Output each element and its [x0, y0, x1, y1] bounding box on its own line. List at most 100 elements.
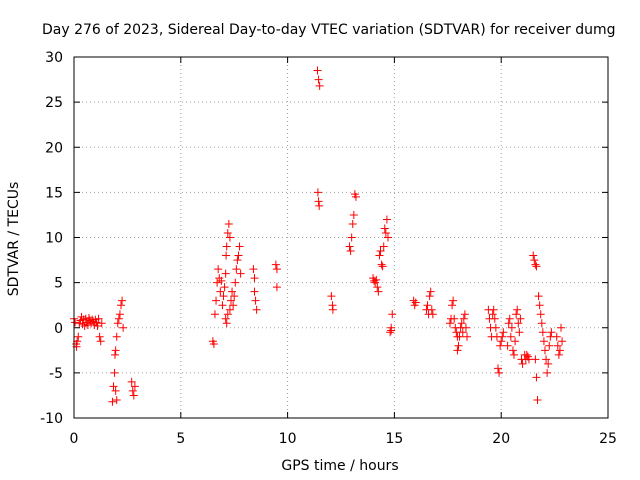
data-point — [445, 319, 454, 328]
data-point — [112, 395, 121, 404]
x-tick-label: 5 — [176, 431, 185, 447]
data-point — [529, 251, 538, 260]
data-point — [251, 296, 260, 305]
data-point — [213, 278, 222, 287]
data-point — [545, 341, 554, 350]
data-point — [493, 364, 502, 373]
axis-ticks — [73, 56, 609, 419]
data-point — [219, 292, 228, 301]
y-tick-label: 5 — [54, 276, 63, 292]
data-point — [348, 219, 357, 228]
x-axis-label: GPS time / hours — [281, 458, 398, 474]
data-point — [230, 292, 239, 301]
data-point — [232, 265, 241, 274]
data-point — [542, 355, 551, 364]
data-point — [221, 314, 230, 323]
data-point — [220, 283, 229, 292]
data-point — [460, 310, 469, 319]
data-point — [491, 323, 500, 332]
data-point — [503, 341, 512, 350]
data-point — [92, 318, 101, 327]
data-point — [114, 314, 123, 323]
grid-lines — [74, 57, 608, 418]
data-point — [555, 346, 564, 355]
data-point — [119, 323, 128, 332]
data-point — [374, 287, 383, 296]
data-point — [558, 337, 567, 346]
data-point — [381, 228, 390, 237]
data-point — [557, 323, 566, 332]
data-point — [111, 386, 120, 395]
data-point — [461, 323, 470, 332]
data-point — [223, 310, 232, 319]
data-point — [130, 382, 139, 391]
data-point — [80, 321, 89, 330]
data-point — [129, 391, 138, 400]
data-point — [250, 274, 259, 283]
data-point — [71, 318, 80, 327]
data-point — [518, 359, 527, 368]
data-point — [378, 262, 387, 271]
x-tick-label: 20 — [492, 431, 510, 447]
data-point — [127, 377, 136, 386]
data-point — [387, 326, 396, 335]
data-point — [228, 287, 237, 296]
data-point — [315, 81, 324, 90]
data-point — [87, 319, 96, 328]
data-point — [505, 314, 514, 323]
data-point — [547, 328, 556, 337]
data-point — [328, 305, 337, 314]
data-point — [217, 276, 226, 285]
data-point — [376, 247, 385, 256]
x-tick-labels: 0 5 10 15 20 25 — [70, 431, 617, 447]
y-tick-labels: -10 -5 0 5 10 15 20 25 30 — [40, 50, 63, 427]
data-point — [115, 310, 124, 319]
data-point — [411, 298, 420, 307]
data-point — [498, 332, 507, 341]
data-point — [347, 233, 356, 242]
data-point — [508, 346, 517, 355]
y-tick-label: 15 — [45, 185, 63, 201]
data-point — [313, 66, 322, 75]
data-point — [74, 332, 83, 341]
data-point — [531, 355, 540, 364]
data-point — [108, 397, 117, 406]
data-point — [73, 337, 82, 346]
data-point — [425, 292, 434, 301]
data-point — [212, 296, 221, 305]
data-point — [314, 197, 323, 206]
data-point — [222, 251, 231, 260]
data-point — [554, 350, 563, 359]
data-point — [534, 292, 543, 301]
x-tick-label: 15 — [385, 431, 403, 447]
data-point — [89, 317, 98, 326]
data-point — [458, 328, 467, 337]
data-point — [370, 276, 379, 285]
data-point — [226, 296, 235, 305]
data-point — [450, 314, 459, 323]
data-point — [233, 256, 242, 265]
data-point — [377, 260, 386, 269]
data-point — [351, 192, 360, 201]
data-point — [507, 323, 516, 332]
data-point — [383, 233, 392, 242]
data-point — [272, 283, 281, 292]
data-point — [536, 310, 545, 319]
data-point — [249, 265, 258, 274]
data-point — [96, 337, 105, 346]
data-point — [327, 292, 336, 301]
data-point — [553, 341, 562, 350]
x-tick-label: 25 — [599, 431, 617, 447]
data-point — [210, 310, 219, 319]
y-tick-label: 25 — [45, 95, 63, 111]
data-point — [535, 301, 544, 310]
y-tick-label: -5 — [49, 366, 63, 382]
data-point — [250, 287, 259, 296]
data-point — [449, 296, 458, 305]
data-point — [490, 314, 499, 323]
data-point — [223, 228, 232, 237]
data-point — [427, 305, 436, 314]
data-point — [118, 296, 127, 305]
data-point — [234, 251, 243, 260]
